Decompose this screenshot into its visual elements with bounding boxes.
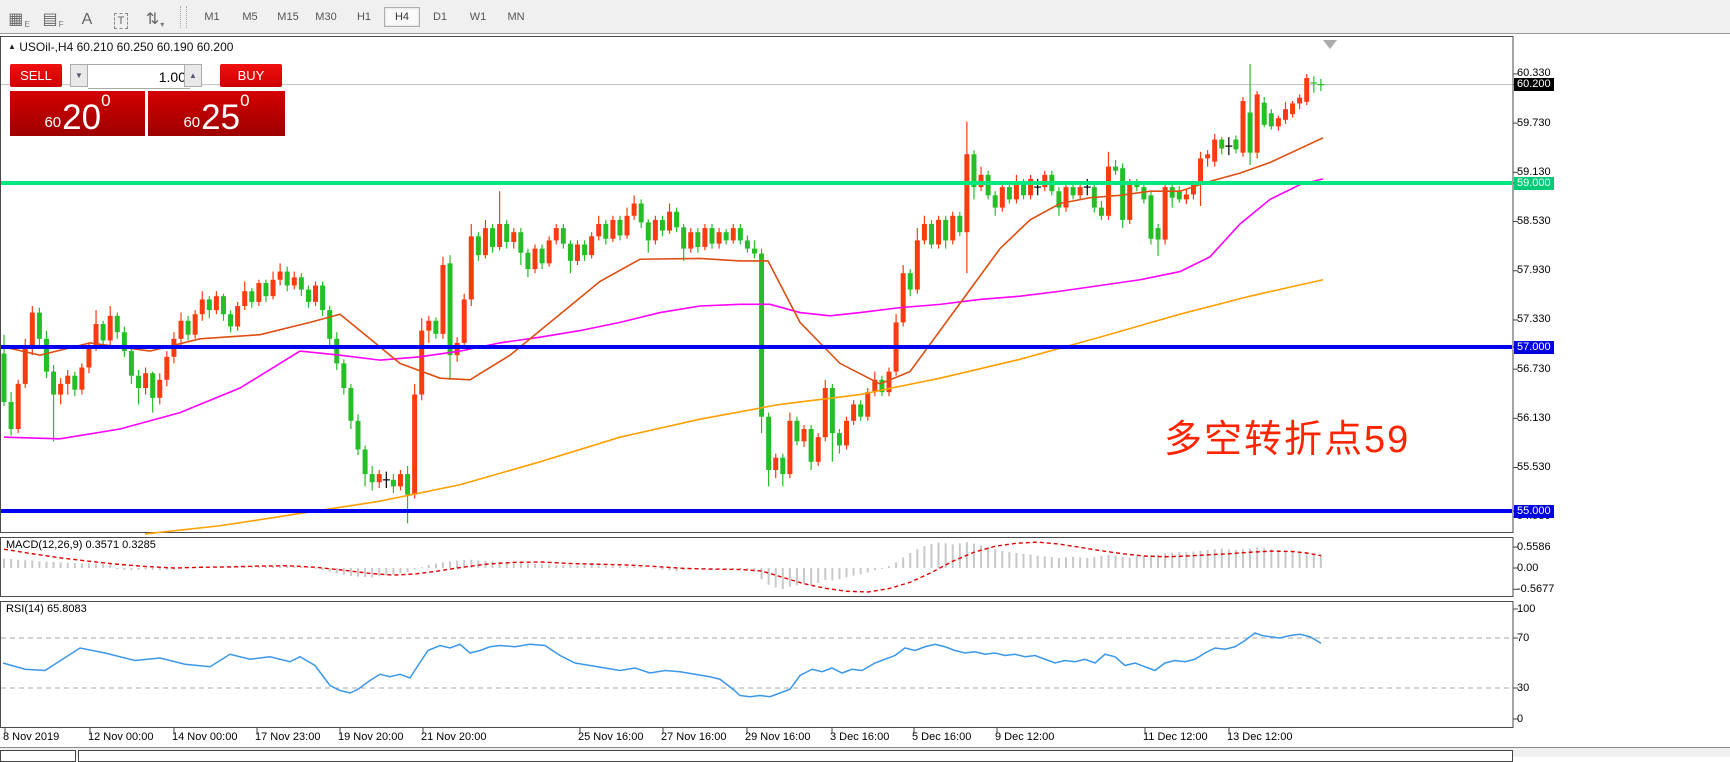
time-axis-label: 29 Nov 16:00 <box>745 731 811 743</box>
buy-price-pip: 0 <box>240 91 250 110</box>
textbox-icon[interactable]: T <box>106 5 136 29</box>
text-label-icon[interactable]: A <box>81 10 93 28</box>
buy-button[interactable]: BUY <box>220 64 282 87</box>
macd-axis-label: 0.00 <box>1517 561 1539 574</box>
time-axis-label: 13 Dec 12:00 <box>1227 731 1293 743</box>
chart-shift-marker-icon[interactable] <box>1323 40 1337 49</box>
time-axis-label: 14 Nov 00:00 <box>172 731 238 743</box>
timeframe-button-w1[interactable]: W1 <box>469 10 487 23</box>
toolbar: ▦ E ▤ F A T ⇅ ▾ M1 M5 M15 M30 H1 H4 D1 W1 MN <box>0 0 1730 34</box>
time-axis-label: 11 Dec 12:00 <box>1143 731 1208 743</box>
sort-arrows-icon[interactable]: ⇅ ▾ <box>145 10 165 29</box>
timeframe-button-mn[interactable]: MN <box>507 10 525 23</box>
price-axis-label: 55.530 <box>1517 461 1551 474</box>
price-axis-label: 59.130 <box>1517 165 1551 178</box>
bottom-panel-edge[interactable] <box>78 750 1513 762</box>
timeframe-button-group: M1 M5 M15 M30 H1 H4 D1 W1 MN <box>193 6 535 27</box>
time-axis-label: 8 Nov 2019 <box>3 731 60 743</box>
price-axis-label: 60.330 <box>1517 67 1551 80</box>
price-axis-label: 56.730 <box>1517 362 1551 375</box>
timeframe-button-m15[interactable]: M15 <box>277 10 299 23</box>
macd-axis-label: 0.5586 <box>1517 540 1551 553</box>
volume-increase-button[interactable]: ▲ <box>184 64 202 87</box>
collapse-icon[interactable]: ▲ <box>8 42 16 51</box>
sell-price-whole: 60 <box>44 114 62 131</box>
time-axis-label: 27 Nov 16:00 <box>661 731 727 743</box>
sell-button[interactable]: SELL <box>10 64 62 87</box>
toolbar-separator <box>180 5 187 28</box>
rsi-axis-label: 30 <box>1517 681 1530 694</box>
timeframe-button-h1[interactable]: H1 <box>356 10 372 23</box>
price-axis-badge: 59.000 <box>1514 176 1554 190</box>
time-axis-label: 21 Nov 20:00 <box>421 731 487 743</box>
price-axis-label: 57.930 <box>1517 264 1551 277</box>
symbol-label: USOil-,H4 <box>19 40 74 54</box>
price-axis-badge: 57.000 <box>1514 340 1554 354</box>
rsi-indicator-label: RSI(14) 65.8083 <box>6 603 87 615</box>
price-axis-badge: 60.200 <box>1514 78 1554 92</box>
timeframe-button-m30[interactable]: M30 <box>315 10 337 23</box>
price-axis-badge: 55.000 <box>1514 504 1554 518</box>
rsi-axis-label: 70 <box>1517 631 1530 644</box>
time-axis-label: 12 Nov 00:00 <box>88 731 154 743</box>
buy-price-whole: 60 <box>183 114 201 131</box>
time-axis-label: 5 Dec 16:00 <box>912 731 972 743</box>
sell-price-tile[interactable]: 60 20 0 <box>10 91 145 136</box>
macd-indicator-label: MACD(12,26,9) 0.3571 0.3285 <box>6 539 156 551</box>
price-axis-label: 59.730 <box>1517 116 1551 129</box>
time-axis-label: 17 Nov 23:00 <box>255 731 321 743</box>
timeframe-button-m5[interactable]: M5 <box>242 10 258 23</box>
timeframe-button-h4[interactable]: H4 <box>384 6 420 27</box>
sell-price-big: 20 <box>62 98 102 137</box>
price-axis-label: 57.330 <box>1517 313 1551 326</box>
volume-decrease-button[interactable]: ▼ <box>70 64 88 87</box>
rsi-axis-label: 0 <box>1517 712 1524 725</box>
time-axis-label: 25 Nov 16:00 <box>578 731 644 743</box>
chinese-annotation-text: 多空转折点59 <box>1164 419 1411 461</box>
macd-axis-label: -0.5677 <box>1517 582 1555 595</box>
chart-pattern-icon[interactable]: ▦ E <box>8 10 30 29</box>
toolbar-icon-group: ▦ E ▤ F A T ⇅ ▾ <box>0 5 170 29</box>
volume-input[interactable] <box>88 64 190 89</box>
time-axis-label: 19 Nov 20:00 <box>338 731 404 743</box>
time-axis-label: 3 Dec 16:00 <box>830 731 890 743</box>
price-axis-label: 58.530 <box>1517 215 1551 228</box>
timeframe-button-d1[interactable]: D1 <box>432 10 448 23</box>
price-axis-label: 56.130 <box>1517 411 1551 424</box>
buy-price-tile[interactable]: 60 25 0 <box>148 91 285 136</box>
grid-f-icon[interactable]: ▤ F <box>42 10 64 29</box>
time-axis-label: 9 Dec 12:00 <box>995 731 1055 743</box>
bottom-tab[interactable] <box>0 750 76 762</box>
ohlc-values: 60.210 60.250 60.190 60.200 <box>76 40 234 54</box>
rsi-axis-label: 100 <box>1517 602 1536 615</box>
timeframe-button-m1[interactable]: M1 <box>204 10 220 23</box>
sell-price-pip: 0 <box>101 91 111 110</box>
buy-price-big: 25 <box>201 98 241 137</box>
chart-symbol-header: ▲ USOil-,H4 60.210 60.250 60.190 60.200 <box>8 40 233 54</box>
